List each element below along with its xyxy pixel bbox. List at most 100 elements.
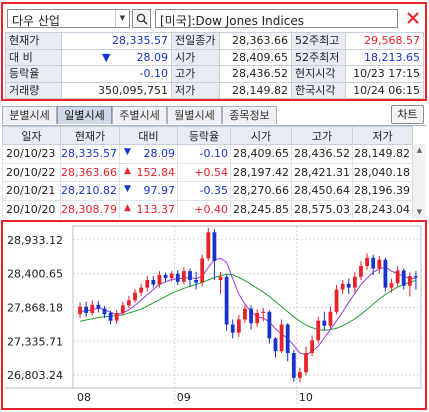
down-arrow-icon: ▼ bbox=[124, 184, 131, 195]
stock-name-combo[interactable]: 다우 산업 ▼ bbox=[7, 9, 130, 28]
row-high: 28,575.03 bbox=[291, 199, 353, 218]
col-header-rate[interactable]: 등락율 bbox=[177, 126, 231, 145]
row-low: 28,040.18 bbox=[352, 162, 413, 182]
candle-body bbox=[163, 274, 168, 279]
candle-body bbox=[188, 271, 192, 280]
candle-body bbox=[139, 287, 144, 293]
row-open: 28,245.85 bbox=[230, 199, 292, 218]
row-close: 28,335.57 bbox=[60, 144, 120, 164]
tab-bar: 분별시세 일별시세 주별시세 월별시세 종목정보 차트 bbox=[2, 105, 426, 125]
candle-body bbox=[365, 257, 369, 267]
row-high: 28,421.31 bbox=[291, 162, 353, 182]
row-change-value: 28.09 bbox=[143, 147, 176, 161]
candle-body bbox=[279, 324, 284, 352]
tab-weekly[interactable]: 주별시세 bbox=[112, 106, 167, 124]
wk52-low-label: 52주최저 bbox=[291, 48, 347, 66]
col-header-low[interactable]: 저가 bbox=[352, 126, 413, 145]
tab-monthly[interactable]: 월별시세 bbox=[167, 106, 222, 124]
open-value: 28,409.65 bbox=[219, 48, 293, 66]
row-open: 28,270.66 bbox=[230, 181, 292, 201]
col-header-date[interactable]: 일자 bbox=[2, 126, 61, 145]
kr-time-label: 한국시각 bbox=[291, 81, 347, 99]
tab-daily[interactable]: 일별시세 bbox=[57, 106, 112, 124]
wk52-high-value: 29,568.57 bbox=[345, 32, 425, 50]
daily-price-grid: 일자 현재가 대비 등락율 시가 고가 저가 20/10/23 28,335.57… bbox=[2, 125, 426, 218]
table-row[interactable]: 20/10/21 28,210.82 ▼ 97.97 -0.35 28,270.66 28,… bbox=[2, 181, 413, 201]
tab-minute[interactable]: 분별시세 bbox=[2, 106, 57, 124]
rate-label: 등락율 bbox=[5, 65, 62, 83]
chevron-down-icon[interactable]: ▼ bbox=[115, 10, 129, 27]
row-open: 28,197.42 bbox=[230, 162, 292, 182]
row-close: 28,210.82 bbox=[60, 181, 120, 201]
col-header-change[interactable]: 대비 bbox=[119, 126, 178, 145]
index-name-field[interactable]: [미국]:Dow Jones Indices bbox=[155, 9, 398, 28]
table-row[interactable]: 20/10/23 28,335.57 ▼ 28.09 -0.10 28,409.65 28,… bbox=[2, 144, 413, 164]
ma-short-line bbox=[79, 257, 416, 356]
search-icon bbox=[136, 13, 148, 25]
current-price-value: 28,335.57 bbox=[60, 32, 173, 50]
high-value: 28,436.52 bbox=[219, 65, 293, 83]
candle-body bbox=[127, 300, 131, 306]
change-label: 대 비 bbox=[5, 48, 62, 66]
tab-stock-info[interactable]: 종목정보 bbox=[222, 106, 277, 124]
candle-body bbox=[267, 311, 272, 339]
candle-body bbox=[298, 372, 302, 378]
row-high: 28,436.52 bbox=[291, 144, 353, 164]
x-tick-label: 10 bbox=[299, 391, 313, 404]
y-tick-label: 28,933.12 bbox=[7, 234, 63, 247]
vertical-scrollbar[interactable]: ▲ ▼ bbox=[412, 144, 425, 218]
candle-body bbox=[328, 311, 333, 326]
candle-body bbox=[377, 259, 382, 269]
candle-body bbox=[371, 257, 376, 269]
kr-time-value: 10/24 06:15 bbox=[345, 81, 425, 99]
table-row[interactable]: 20/10/22 28,363.66 ▲ 152.84 +0.54 28,197.42 28… bbox=[2, 162, 413, 182]
candle-body bbox=[389, 283, 394, 288]
search-button[interactable] bbox=[132, 9, 151, 28]
rate-value: -0.10 bbox=[60, 65, 173, 83]
stock-name-text: 다우 산업 bbox=[12, 14, 60, 28]
candle-body bbox=[255, 313, 260, 324]
candle-body bbox=[316, 320, 321, 341]
prev-close-value: 28,363.66 bbox=[219, 32, 293, 50]
y-tick-label: 27,868.18 bbox=[7, 301, 63, 314]
candle-body bbox=[414, 276, 418, 278]
candle-body bbox=[346, 283, 351, 288]
volume-value: 350,095,751 bbox=[60, 81, 173, 99]
col-header-open[interactable]: 시가 bbox=[230, 126, 292, 145]
local-time-value: 10/23 17:15 bbox=[345, 65, 425, 83]
search-row: 다우 산업 ▼ [미국]:Dow Jones Indices bbox=[5, 6, 423, 30]
scroll-down-icon[interactable]: ▼ bbox=[416, 208, 423, 216]
col-header-close[interactable]: 현재가 bbox=[60, 126, 120, 145]
candle-body bbox=[395, 270, 400, 284]
table-row[interactable]: 20/10/20 28,308.79 ▲ 113.37 +0.40 28,245.85 28… bbox=[2, 199, 413, 218]
x-tick-label: 08 bbox=[77, 391, 91, 404]
prev-close-label: 전일종가 bbox=[171, 32, 221, 50]
chart-button[interactable]: 차트 bbox=[391, 105, 424, 124]
up-arrow-icon: ▲ bbox=[124, 165, 131, 176]
candle-body bbox=[310, 340, 315, 354]
quote-info-table: 현재가 28,335.57 전일종가 28,363.66 52주최고 29,56… bbox=[5, 32, 425, 99]
row-rate: -0.35 bbox=[177, 181, 231, 201]
x-tick-label: 09 bbox=[177, 391, 191, 404]
close-icon[interactable] bbox=[405, 10, 421, 26]
row-open: 28,409.65 bbox=[230, 144, 292, 164]
candle-body bbox=[169, 273, 174, 279]
row-rate: +0.40 bbox=[177, 199, 231, 218]
candle-body bbox=[133, 292, 137, 301]
candle-body bbox=[236, 319, 241, 333]
candle-body bbox=[157, 274, 162, 285]
row-change: ▲ 113.37 bbox=[119, 199, 178, 218]
row-change: ▲ 152.84 bbox=[119, 162, 178, 182]
wk52-low-value: 18,213.65 bbox=[345, 48, 425, 66]
scroll-up-icon[interactable]: ▲ bbox=[416, 146, 423, 154]
candle-body bbox=[359, 266, 363, 277]
candle-body bbox=[175, 273, 180, 282]
col-header-high[interactable]: 고가 bbox=[291, 126, 353, 145]
down-arrow-icon: ▼ bbox=[124, 147, 131, 158]
candle-body bbox=[261, 311, 266, 314]
row-change: ▼ 28.09 bbox=[119, 144, 178, 164]
row-close: 28,363.66 bbox=[60, 162, 120, 182]
candle-body bbox=[218, 276, 223, 280]
candle-body bbox=[145, 280, 150, 288]
candle-body bbox=[340, 283, 345, 290]
